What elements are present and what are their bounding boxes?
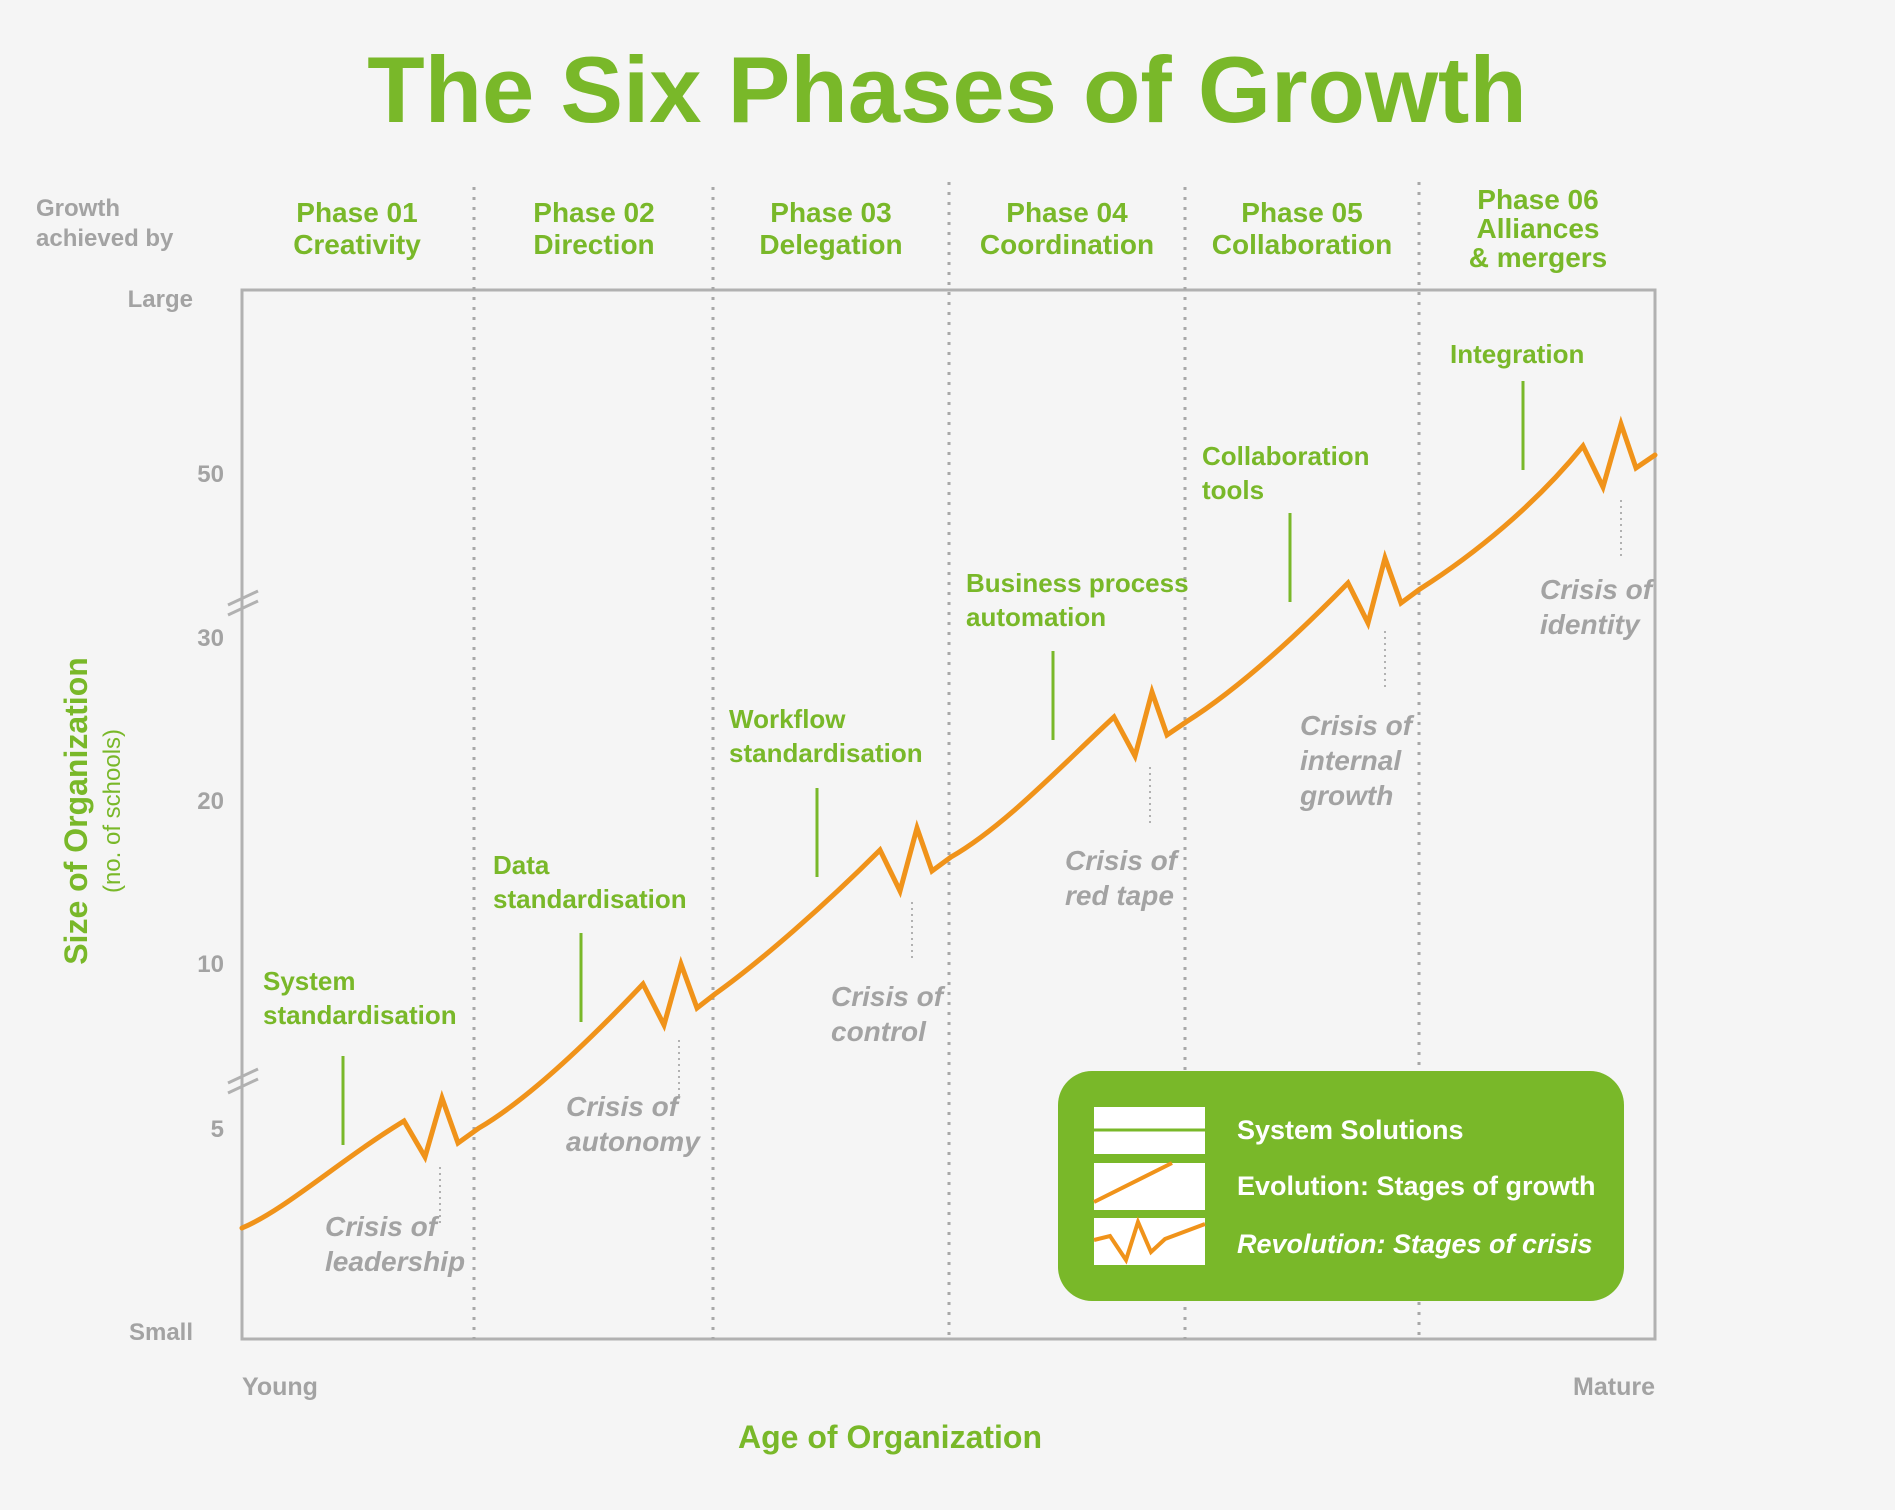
legend-label-evolution: Evolution: Stages of growth bbox=[1237, 1171, 1596, 1201]
legend-label-revolution: Revolution: Stages of crisis bbox=[1237, 1229, 1593, 1259]
crisis-label-1: Crisis of leadership bbox=[325, 1211, 465, 1277]
solution-label-6: Integration bbox=[1450, 339, 1584, 369]
y-tick-5: 5 bbox=[211, 1116, 224, 1143]
crisis-label-5: Crisis of internal growth bbox=[1299, 710, 1415, 811]
solution-label-2-line-1: Data bbox=[493, 850, 550, 880]
y-axis-sublabel: (no. of schools) bbox=[99, 729, 126, 893]
x-tick-mature: Mature bbox=[1573, 1373, 1655, 1401]
crisis-label-2-line-1: Crisis of bbox=[566, 1091, 681, 1122]
crisis-label-2-line-2: autonomy bbox=[566, 1126, 701, 1157]
solution-label-1-line-1: System bbox=[263, 966, 356, 996]
phase-header-6-line-3: & mergers bbox=[1469, 242, 1608, 273]
y-tick-large: Large bbox=[128, 286, 193, 313]
y-tick-50: 50 bbox=[197, 461, 224, 488]
y-tick-20: 20 bbox=[197, 788, 224, 815]
y-tick-10: 10 bbox=[197, 951, 224, 978]
y-axis-ticks: Large 50 30 20 10 5 Small bbox=[128, 286, 224, 1346]
solution-label-4-line-1: Business process bbox=[966, 568, 1189, 598]
crisis-label-5-line-2: internal bbox=[1300, 745, 1402, 776]
crisis-label-6-line-1: Crisis of bbox=[1540, 574, 1655, 605]
crisis-label-6-line-2: identity bbox=[1540, 609, 1641, 640]
phase-header-5-line-2: Collaboration bbox=[1212, 229, 1392, 260]
crisis-label-1-line-1: Crisis of bbox=[325, 1211, 440, 1242]
axis-break-upper bbox=[227, 589, 259, 617]
solution-label-3: Workflow standardisation bbox=[729, 704, 923, 768]
phase-header-1: Phase 01 Creativity bbox=[293, 197, 421, 260]
solution-label-4-line-2: automation bbox=[966, 602, 1106, 632]
phase-header-1-line-2: Creativity bbox=[293, 229, 421, 260]
crisis-label-3-line-1: Crisis of bbox=[831, 981, 946, 1012]
revolution-swatch bbox=[1093, 1216, 1206, 1265]
phase-header-6-line-1: Phase 06 bbox=[1477, 184, 1598, 215]
legend-label-system-solutions: System Solutions bbox=[1237, 1115, 1464, 1145]
crisis-label-4-line-2: red tape bbox=[1065, 880, 1174, 911]
evolution-swatch bbox=[1093, 1161, 1205, 1210]
y-tick-small: Small bbox=[129, 1319, 193, 1346]
phase-header-6-line-2: Alliances bbox=[1477, 213, 1600, 244]
solution-label-6-line-1: Integration bbox=[1450, 339, 1584, 369]
phase-header-2-line-2: Direction bbox=[533, 229, 654, 260]
phase-header-2-line-1: Phase 02 bbox=[533, 197, 654, 228]
x-tick-young: Young bbox=[242, 1373, 318, 1401]
growth-curve bbox=[239, 415, 1658, 1231]
solution-label-1: System standardisation bbox=[263, 966, 457, 1030]
legend: System Solutions Evolution: Stages of gr… bbox=[1058, 1071, 1624, 1301]
solution-label-3-line-1: Workflow bbox=[729, 704, 846, 734]
crisis-label-3-line-2: control bbox=[831, 1016, 927, 1047]
solution-label-5: Collaboration tools bbox=[1202, 441, 1370, 505]
crisis-label-5-line-3: growth bbox=[1299, 780, 1393, 811]
phase-header-4-line-2: Coordination bbox=[980, 229, 1154, 260]
phase-header-3-line-2: Delegation bbox=[759, 229, 902, 260]
phase-header-4: Phase 04 Coordination bbox=[980, 197, 1154, 260]
crisis-label-5-line-1: Crisis of bbox=[1300, 710, 1415, 741]
phase-header-5: Phase 05 Collaboration bbox=[1212, 197, 1392, 260]
solution-label-5-line-1: Collaboration bbox=[1202, 441, 1370, 471]
system-solutions-swatch bbox=[1094, 1107, 1205, 1154]
phase-header-3-line-1: Phase 03 bbox=[770, 197, 891, 228]
crisis-label-3: Crisis of control bbox=[831, 981, 946, 1047]
phase-header-6: Phase 06 Alliances & mergers bbox=[1469, 184, 1608, 273]
solution-ticks bbox=[341, 381, 1525, 1145]
crisis-label-4: Crisis of red tape bbox=[1065, 845, 1180, 911]
crisis-label-4-line-1: Crisis of bbox=[1065, 845, 1180, 876]
diagram-title: The Six Phases of Growth bbox=[367, 37, 1527, 142]
plot-frame bbox=[240, 288, 1657, 1341]
growth-label-line-2: achieved by bbox=[36, 225, 174, 252]
solution-label-3-line-2: standardisation bbox=[729, 738, 923, 768]
growth-label-line-1: Growth bbox=[36, 195, 120, 222]
y-axis-label: Size of Organization bbox=[58, 657, 94, 965]
x-axis-label: Age of Organization bbox=[738, 1419, 1042, 1455]
solution-label-2: Data standardisation bbox=[493, 850, 687, 914]
solution-label-2-line-2: standardisation bbox=[493, 884, 687, 914]
solution-label-5-line-2: tools bbox=[1202, 475, 1264, 505]
phase-header-2: Phase 02 Direction bbox=[533, 197, 654, 260]
crisis-label-2: Crisis of autonomy bbox=[566, 1091, 701, 1157]
phase-header-5-line-1: Phase 05 bbox=[1241, 197, 1362, 228]
axis-break-lower bbox=[227, 1067, 259, 1095]
crisis-label-1-line-2: leadership bbox=[325, 1246, 465, 1277]
solution-label-1-line-2: standardisation bbox=[263, 1000, 457, 1030]
crisis-label-6: Crisis of identity bbox=[1540, 574, 1655, 640]
phase-header-3: Phase 03 Delegation bbox=[759, 197, 902, 260]
phase-header-4-line-1: Phase 04 bbox=[1006, 197, 1128, 228]
phase-header-1-line-1: Phase 01 bbox=[296, 197, 417, 228]
solution-label-4: Business process automation bbox=[966, 568, 1189, 632]
y-tick-30: 30 bbox=[197, 625, 224, 652]
